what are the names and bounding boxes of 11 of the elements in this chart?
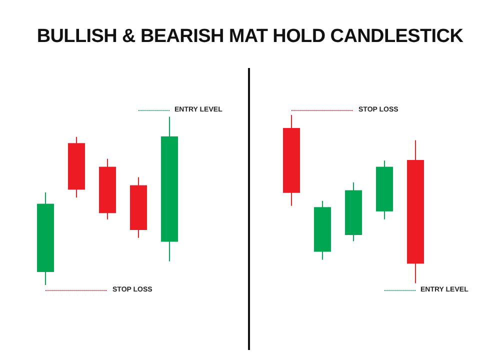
candlestick <box>37 192 54 286</box>
candlestick <box>130 176 147 238</box>
candlestick <box>345 182 362 242</box>
candlestick <box>407 140 424 284</box>
candlestick <box>161 116 178 262</box>
text: BULLISH & BEARISH MAT HOLD CANDLESTICK <box>36 26 464 48</box>
candlestick <box>283 114 300 206</box>
candlestick <box>376 160 393 220</box>
candlestick <box>68 136 85 198</box>
candlestick <box>99 158 116 220</box>
candlestick <box>314 200 331 260</box>
